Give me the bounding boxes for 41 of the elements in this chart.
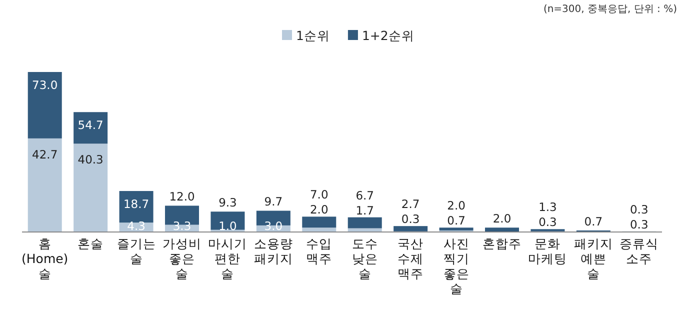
data-label: 0.3 (630, 202, 648, 216)
x-tick-label: 사진 찍기 좋은 술 (443, 236, 470, 296)
x-tick-label: 국산 수제 맥주 (398, 236, 424, 281)
total-label: 7.0 (310, 188, 328, 202)
total-label: 18.7 (123, 197, 150, 212)
x-tick-label: 수입 맥주 (306, 236, 332, 266)
x-tick-label: 혼술 (78, 236, 104, 251)
legend-label: 1순위 (296, 28, 330, 43)
total-label: 2.0 (447, 198, 466, 213)
total-label: 73.0 (32, 78, 58, 92)
text: (n=300, 중복응답, 단위 : %) (543, 4, 678, 15)
data-label: 0.3 (401, 212, 420, 226)
total-label: 54.7 (78, 118, 104, 132)
data-label: 4.3 (127, 219, 146, 233)
data-label: 42.7 (32, 147, 58, 162)
data-label: 1.0 (218, 219, 237, 233)
data-label: 2.0 (310, 202, 328, 217)
x-tick-label: 문화 마케팅 (528, 236, 568, 266)
legend-label: 1+2순위 (362, 28, 414, 43)
total-label: 9.3 (218, 196, 237, 210)
x-tick-label: 도수 낮은 술 (352, 236, 378, 281)
x-tick-label: 패키지 예쁜 술 (574, 236, 613, 281)
total-label: 0.7 (584, 214, 603, 228)
total-label: 0.3 (630, 217, 648, 232)
total-label: 9.7 (264, 194, 283, 209)
x-tick-label: 혼합주 (482, 236, 522, 251)
x-tick-label: 즐기는 술 (116, 236, 156, 266)
x-tick-label: 소용량 패키지 (254, 236, 293, 266)
total-label: 12.0 (169, 190, 195, 204)
total-label: 2.0 (492, 212, 512, 226)
data-label: 0.7 (447, 214, 466, 228)
data-label: 1.7 (356, 203, 374, 218)
total-label: 6.7 (356, 188, 374, 202)
x-tick-label: 마시기 편한 술 (208, 236, 248, 281)
x-tick-label: 가성비 좋은 술 (162, 236, 202, 281)
total-label: 2.7 (401, 197, 420, 212)
data-label: 40.3 (78, 152, 104, 167)
x-tick-label: 증류식 소주 (620, 236, 659, 266)
total-label: 1.3 (538, 200, 557, 214)
x-tick-label: 홈 (Home) 술 (22, 236, 68, 281)
data-label: 0.3 (538, 215, 557, 230)
